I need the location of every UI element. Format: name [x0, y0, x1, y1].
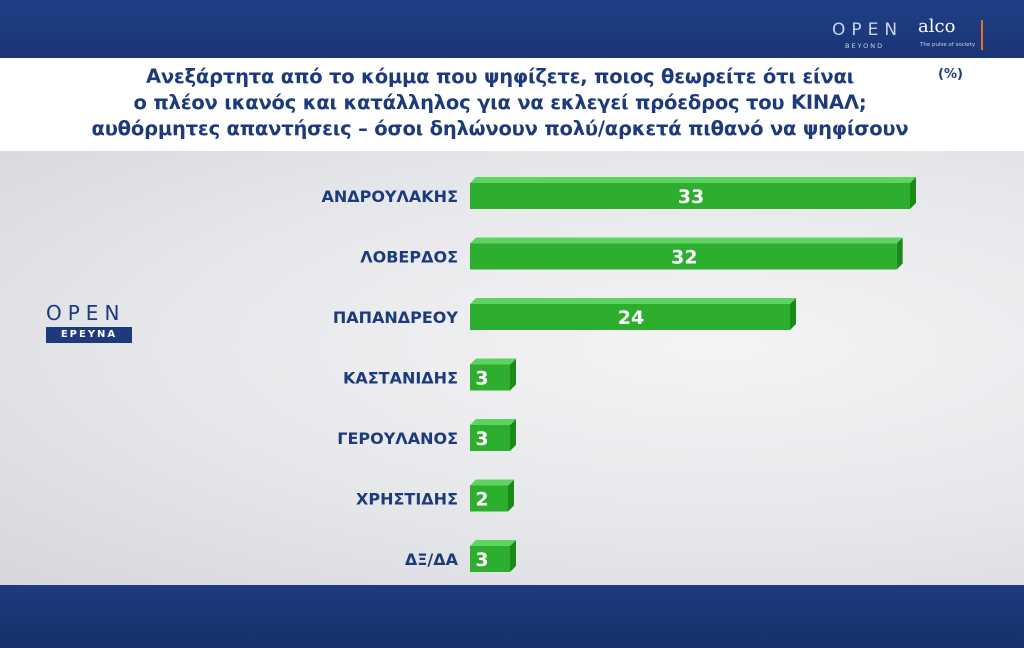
bar: [470, 425, 510, 451]
category-label: ΚΑΣΤΑΝΙΔΗΣ: [343, 369, 458, 388]
category-label: ΔΞ/ΔΑ: [405, 550, 459, 569]
ereyna-badge: ΕΡΕΥΝΑ: [46, 327, 132, 343]
open-logo: OPEN: [832, 20, 904, 40]
bar-top: [470, 358, 516, 365]
category-label: ΓΕΡΟΥΛΑΝΟΣ: [337, 429, 458, 448]
logo-divider: [981, 20, 983, 50]
value-label: 32: [671, 247, 697, 269]
value-label: 3: [475, 368, 488, 390]
bar: [470, 546, 510, 572]
bar-top: [470, 479, 514, 486]
bar-side: [510, 540, 516, 572]
category-label: ΑΝΔΡΟΥΛΑΚΗΣ: [321, 187, 458, 206]
bar-side: [896, 237, 903, 270]
value-label: 2: [475, 489, 488, 511]
bar-side: [910, 177, 916, 209]
bar-top: [470, 540, 516, 546]
value-label: 3: [475, 428, 488, 450]
bar: [470, 485, 508, 512]
category-label: ΠΑΠΑΝΔΡΕΟΥ: [333, 308, 459, 327]
title-line-2: ο πλέον ικανός και κατάλληλος για να εκλ…: [133, 91, 867, 114]
unit-label: (%): [938, 67, 963, 82]
category-label: ΧΡΗΣΤΙΔΗΣ: [356, 490, 458, 509]
chart-title: Ανεξάρτητα από το κόμμα που ψηφίζετε, πο…: [60, 64, 940, 142]
bar-side: [790, 298, 796, 330]
top-band: [0, 0, 1024, 58]
value-label: 24: [618, 307, 644, 329]
bar: [470, 364, 510, 391]
bar-top: [470, 177, 916, 183]
bar-side: [510, 358, 516, 391]
value-label: 33: [678, 186, 704, 208]
open-ereyna-logo: OPEN: [46, 301, 126, 325]
bar-side: [510, 419, 516, 451]
bar-top: [470, 298, 796, 304]
title-line-1: Ανεξάρτητα από το κόμμα που ψηφίζετε, πο…: [145, 65, 855, 88]
bar-top: [470, 237, 903, 244]
bar-side: [508, 479, 514, 512]
bar: [470, 243, 897, 270]
bottom-band: [0, 585, 1024, 648]
value-label: 3: [475, 549, 488, 571]
bar-top: [470, 419, 516, 425]
title-area: [0, 58, 1024, 151]
bar: [470, 304, 790, 330]
alco-logo-subtitle: The pulse of society: [920, 42, 976, 48]
alco-logo: alco: [918, 16, 956, 37]
open-logo-subtitle: BEYOND: [845, 42, 885, 50]
category-label: ΛΟΒΕΡΔΟΣ: [360, 248, 458, 267]
bar: [470, 183, 910, 209]
title-line-3: αυθόρμητες απαντήσεις – όσοι δηλώνουν πο…: [91, 117, 909, 140]
